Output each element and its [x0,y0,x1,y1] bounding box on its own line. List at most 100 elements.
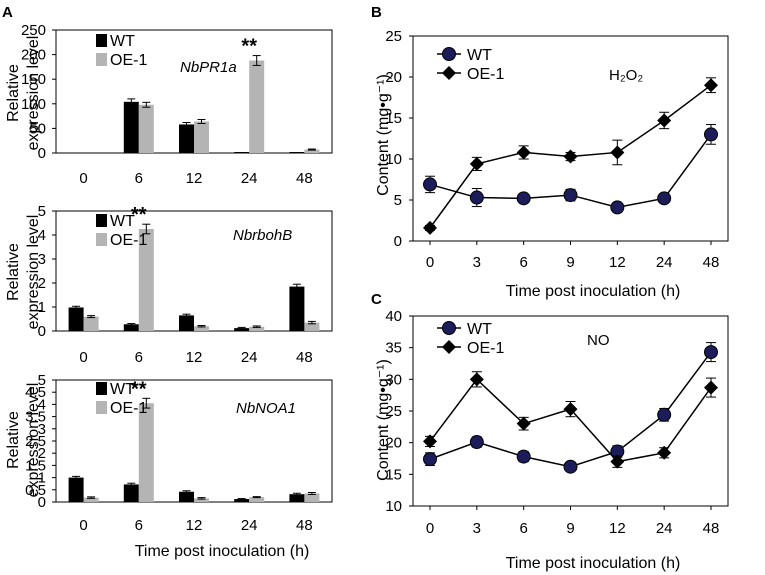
panel-label-a: A [2,4,13,21]
A3-xtick-label: 0 [79,517,87,534]
A2-xtick-label: 48 [296,349,313,366]
A3-ytick-label: 0 [38,494,46,511]
C-legend-label-oe-1: OE-1 [467,340,504,357]
C-ytick-label: 10 [385,498,402,515]
A1-gene-label: NbPR1a [180,59,237,76]
B-point-oe-1 [516,145,531,160]
A1-legend-swatch-wt [96,34,107,47]
C-point-wt [704,345,718,360]
A3-ytick-label: 2.5 [25,433,46,450]
A1-ytick-label: 100 [21,96,46,113]
B-xtick-label: 0 [426,254,434,271]
A2-ytick-label: 5 [38,203,46,220]
A2-significance-mark: ** [131,204,147,226]
A2-legend-label-oe-1: OE-1 [110,232,147,249]
C-point-oe-1 [657,445,672,460]
C-xtick-label: 6 [519,520,527,537]
A1-ytick-label: 50 [29,120,46,137]
a1-ylabel-line1: Relative [5,64,22,122]
A3-ytick-label: 3 [38,421,46,438]
B-ytick-label: 15 [385,110,402,127]
C-point-oe-1 [423,434,437,449]
A2-bar-oe-1 [83,316,99,331]
chart-a3: 00.511.522.533.544.550 6 12 24 48**NbNOA1WTO… [25,372,333,534]
a1-ylabel-line2: expression level [25,36,42,151]
B-ytick-label: 20 [385,69,402,86]
A1-ytick-label: 250 [21,22,46,39]
B-point-oe-1 [610,145,625,160]
B-point-wt [704,127,718,142]
A2-bar-wt [234,328,250,331]
A2-ytick-label: 1 [38,299,46,316]
A3-bar-oe-1 [138,403,154,502]
panel-label-b: B [371,4,382,21]
A2-xtick-label: 0 [79,349,87,366]
A1-xtick-label: 24 [241,170,258,187]
A3-legend-label-wt: WT [110,381,135,398]
A3-ytick-label: 5 [38,372,46,389]
A1-legend-label-oe-1: OE-1 [110,52,147,69]
A2-bar-wt [123,324,139,331]
panel-label-c: C [371,291,382,308]
B-point-wt [469,190,484,205]
B-point-oe-1 [423,220,437,235]
A2-xtick-label: 12 [186,349,203,366]
chart-a1: 0 50 100 150 200 250 0 6 12 24 48 **NbPR1a WT OE-1 [21,22,333,187]
A2-bar-wt [179,315,194,331]
A1-bar-oe-1 [249,60,265,154]
chart-c: 10 15 20 25 30 35 40 0 3 6 9 12 24 48 WT OE-1 NO [385,308,729,537]
B-xtick-label: 12 [609,254,626,271]
b-ylabel: Content (mg•g⁻¹) [375,74,392,196]
C-xtick-label: 24 [656,520,673,537]
A3-legend-label-oe-1: OE-1 [110,400,147,417]
A2-gene-label: NbrbohB [233,227,292,244]
A3-legend-swatch-oe-1 [96,401,107,414]
chart-b: 0 5 10 15 20 25 0 3 6 9 12 24 48 WT OE-1 H₂O₂ [385,28,729,271]
A1-bar-oe-1 [138,104,154,153]
C-ytick-label: 40 [385,308,402,325]
a3-ylabel-line1: Relative [5,411,22,469]
B-point-oe-1 [704,78,718,93]
B-legend-marker-oe-1 [442,66,456,80]
A3-ytick-label: 2 [38,445,46,462]
A2-bar-wt [68,307,84,331]
A3-significance-mark: ** [131,378,147,400]
A2-legend-swatch-oe-1 [96,233,107,246]
A3-bar-oe-1 [249,497,265,502]
C-ytick-label: 25 [385,403,402,420]
C-point-wt [657,407,672,422]
A3-ytick-label: 4 [38,396,46,413]
A2-bar-wt [289,286,305,331]
B-point-wt [657,191,672,206]
C-point-wt [423,452,437,467]
B-annotation: H₂O₂ [609,67,643,84]
B-point-oe-1 [469,156,484,171]
C-ytick-label: 15 [385,466,402,483]
A3-bar-wt [179,491,194,502]
C-legend-marker-wt [442,321,456,335]
a2-ylabel-line1: Relative [5,243,22,301]
A3-bar-oe-1 [194,498,209,502]
C-point-wt [469,435,484,450]
A1-significance-mark: ** [241,36,257,58]
C-point-wt [516,449,531,464]
c-xlabel: Time post inoculation (h) [506,555,681,572]
A2-legend-swatch-wt [96,214,107,227]
A1-legend-label-wt: WT [110,33,135,50]
A1-ytick-label: 0 [38,145,46,162]
a2-ylabel-line2: expression level [25,215,42,330]
C-point-wt [563,459,578,474]
A2-ytick-label: 0 [38,323,46,340]
A2-ytick-label: 2 [38,275,46,292]
B-legend-marker-wt [442,47,456,61]
C-point-oe-1 [563,402,578,417]
A2-ytick-label: 4 [38,227,46,244]
C-legend-marker-oe-1 [442,340,456,354]
b-xlabel: Time post inoculation (h) [506,283,681,300]
A3-ytick-label: 1 [38,470,46,487]
B-xtick-label: 3 [473,254,481,271]
A2-legend-label-wt: WT [110,213,135,230]
A1-bar-wt [289,152,305,153]
